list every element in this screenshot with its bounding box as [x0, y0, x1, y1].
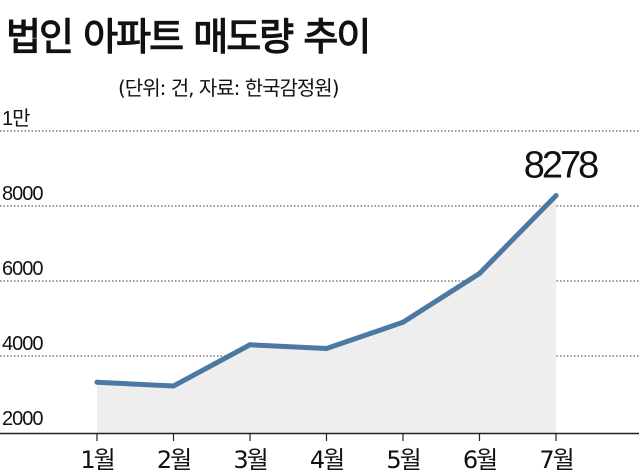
chart-subtitle: (단위: 건, 자료: 한국감정원)	[118, 76, 340, 100]
x-tick-label-5: 5월	[386, 446, 419, 471]
x-tick-label-1: 1월	[80, 446, 113, 471]
data-point-4	[324, 346, 329, 351]
y-tick-label-0: 2000	[2, 408, 43, 430]
data-label-0: 8278	[524, 145, 598, 187]
y-tick-label-4: 1만	[2, 107, 30, 130]
area-fill	[97, 195, 556, 433]
data-point-3	[247, 342, 253, 348]
x-tick-label-7: 7월	[539, 446, 572, 471]
chart-title: 법인 아파트 매도량 추이	[6, 15, 371, 59]
data-point-6	[477, 271, 482, 276]
y-tick-label-3: 8000	[2, 183, 43, 205]
y-tick-label-2: 6000	[2, 258, 43, 280]
x-tick-label-6: 6월	[463, 446, 496, 471]
x-tick-label-4: 4월	[310, 446, 343, 471]
x-tick-label-3: 3월	[233, 446, 266, 471]
data-point-2	[171, 383, 176, 389]
data-point-1	[94, 379, 100, 385]
data-point-7	[553, 193, 559, 199]
x-tick-label-2: 2월	[157, 446, 190, 471]
data-point-5	[400, 319, 406, 325]
y-tick-label-1: 4000	[2, 333, 43, 355]
